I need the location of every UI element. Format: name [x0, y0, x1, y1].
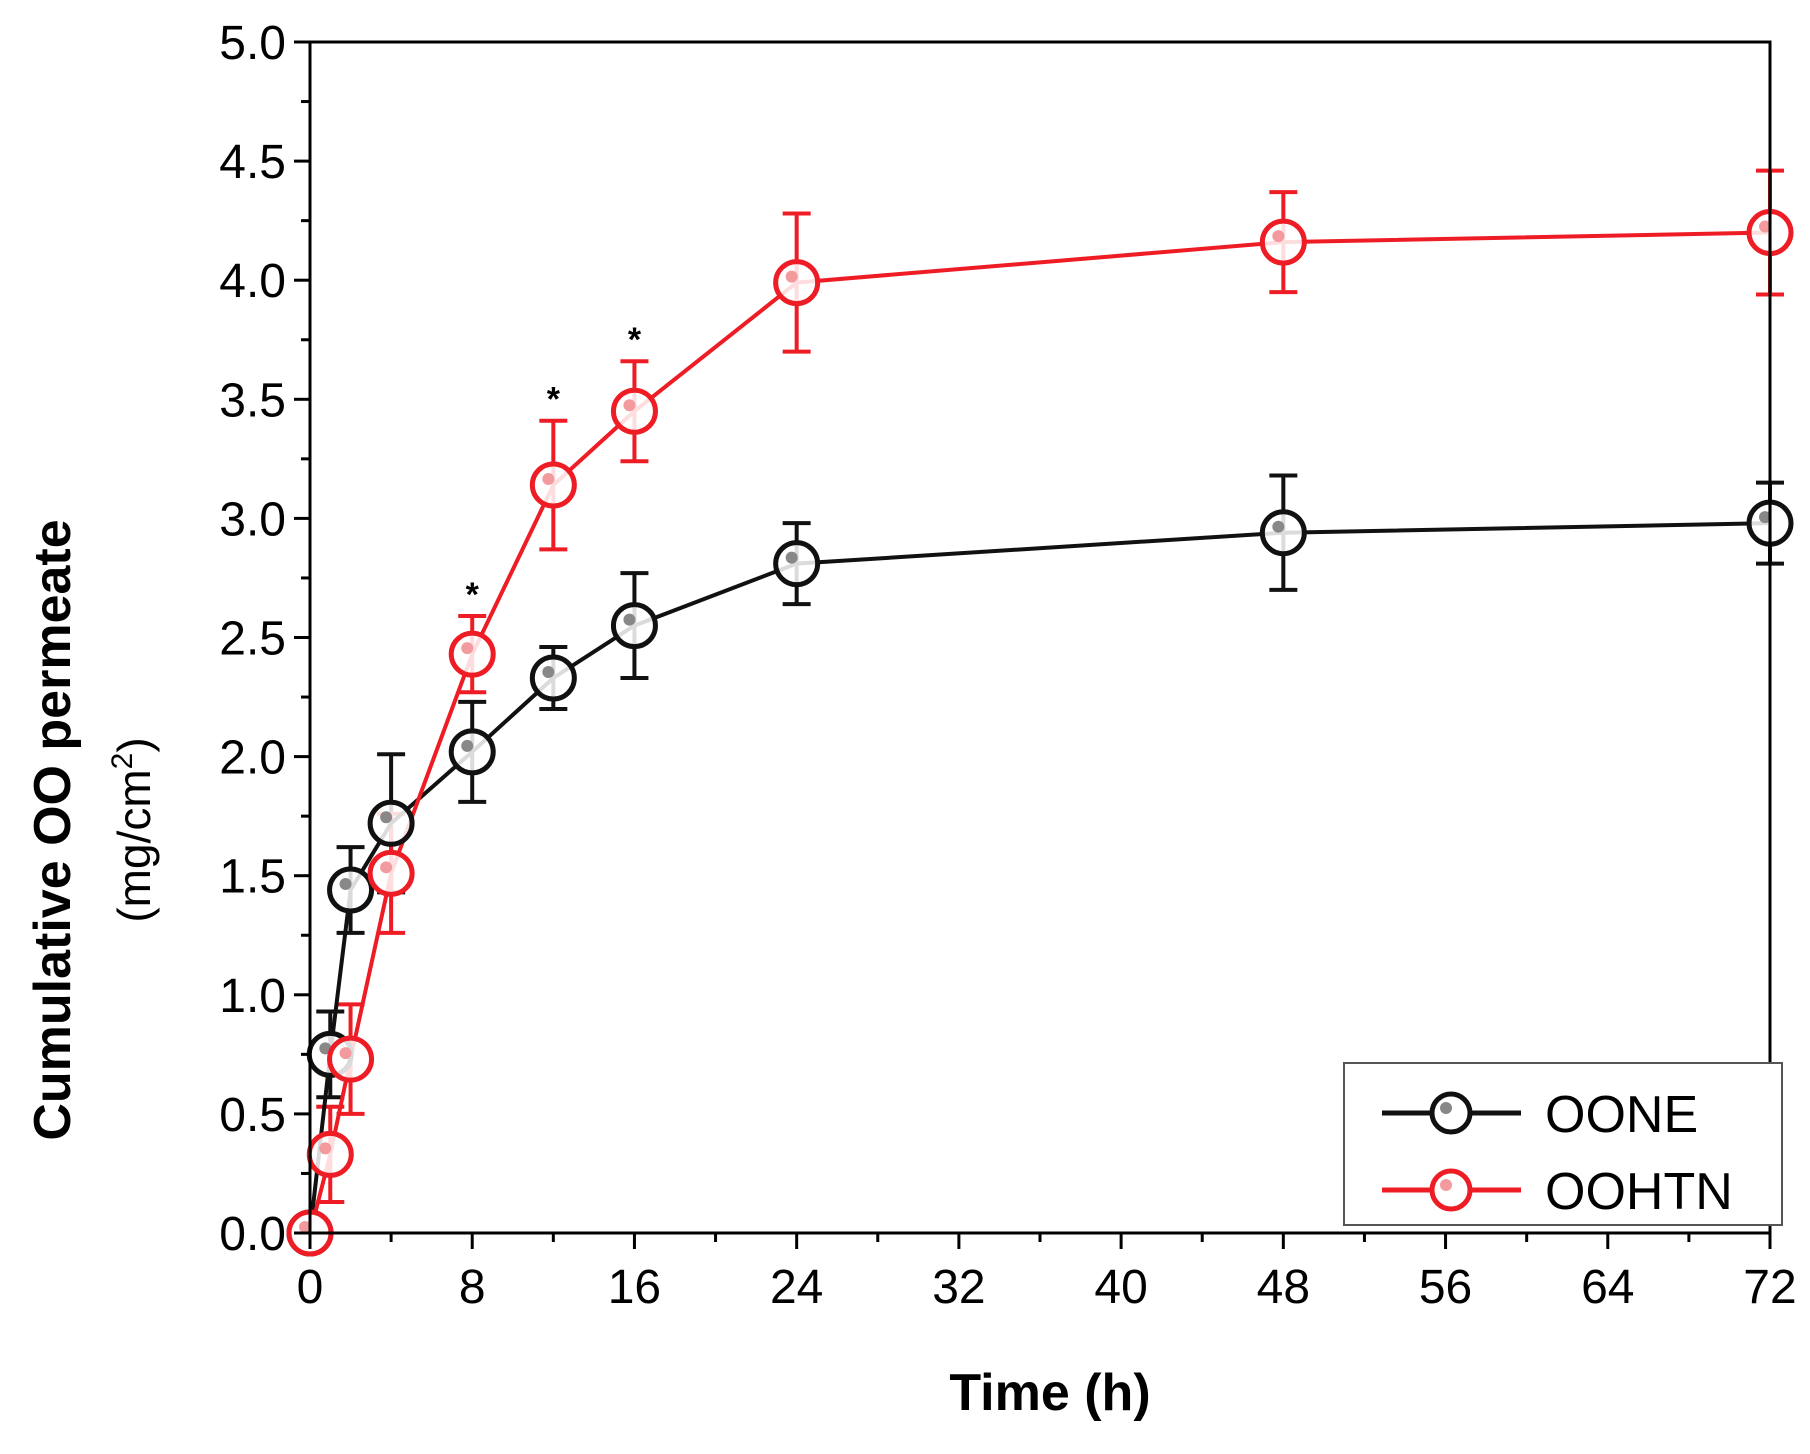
legend-label-oohtn: OOHTN [1545, 1163, 1733, 1221]
data-point-highlight-oone [1272, 520, 1285, 533]
x-tick-label: 64 [1581, 1261, 1634, 1314]
data-point-highlight-oone [785, 551, 798, 564]
data-point-highlight-oohtn [1759, 220, 1771, 233]
data-point-highlight-oohtn [299, 1221, 311, 1233]
data-point-oone [529, 654, 577, 702]
x-tick-label: 48 [1257, 1261, 1310, 1314]
significance-markers: * * * [466, 321, 642, 614]
data-point-oohtn [448, 630, 496, 678]
data-point-oone [367, 799, 415, 847]
y-axis-unit: (mg/cm2) [106, 737, 160, 922]
y-tick-label: 0.5 [219, 1089, 286, 1142]
data-point-highlight-oohtn [542, 473, 555, 486]
y-tick-label: 1.0 [219, 970, 286, 1023]
data-point-oone [610, 602, 658, 650]
y-tick-label: 1.5 [219, 851, 286, 904]
x-tick-label: 8 [459, 1261, 486, 1314]
y-axis-unit-prefix: (mg/cm [108, 769, 160, 922]
x-tick-label: 40 [1094, 1261, 1147, 1314]
legend-marker-oohtn [1429, 1168, 1473, 1212]
series-line-oone [308, 521, 1771, 1234]
significance-star: * [628, 321, 642, 359]
data-point-highlight-oohtn [319, 1142, 332, 1155]
series-line-oohtn [308, 230, 1771, 1234]
legend-label-oone: OONE [1545, 1086, 1698, 1144]
y-tick-label: 2.5 [219, 613, 286, 666]
x-tick-label: 16 [608, 1261, 661, 1314]
x-tick-label: 32 [932, 1261, 985, 1314]
x-tick-label: 56 [1419, 1261, 1472, 1314]
legend-marker-oone-dot [1440, 1102, 1452, 1114]
data-point-highlight-oone [1759, 511, 1771, 524]
data-point-highlight-oohtn [339, 1047, 352, 1060]
plot-frame-group [308, 40, 1772, 1235]
legend-box [1343, 1062, 1783, 1226]
y-axis-unit-suffix: ) [108, 737, 160, 752]
legend: OONE OOHTN [1343, 1062, 1783, 1226]
data-point-highlight-oone [461, 739, 474, 752]
y-tick-label: 5.0 [219, 17, 286, 70]
x-axis: 0 8 16 24 32 40 48 56 64 72 [297, 1233, 1797, 1314]
data-point-oohtn [1259, 218, 1307, 266]
markers-layer [286, 209, 1794, 1257]
x-axis-title: Time (h) [949, 1364, 1150, 1422]
data-point-oohtn [529, 461, 577, 509]
data-point-oone [773, 540, 821, 588]
y-axis-title: Cumulative OO permeate [24, 519, 82, 1140]
data-point-highlight-oohtn [1272, 230, 1285, 243]
legend-marker-oone [1429, 1091, 1473, 1135]
data-point-highlight-oohtn [461, 642, 474, 655]
data-point-oohtn [367, 849, 415, 897]
data-point-oohtn [773, 259, 821, 307]
significance-star: * [547, 381, 561, 419]
x-tick-label: 24 [770, 1261, 823, 1314]
y-tick-label: 4.5 [219, 136, 286, 189]
y-tick-label: 0.0 [219, 1208, 286, 1261]
data-point-highlight-oone [339, 877, 352, 890]
plot-frame [308, 40, 1772, 1235]
lines-layer [308, 230, 1771, 1234]
data-point-highlight-oohtn [380, 861, 393, 874]
data-point-highlight-oone [623, 613, 636, 626]
y-axis: 0.0 0.5 1.0 1.5 2.0 2.5 3.0 3.5 4.0 4.5 5.0 [219, 17, 310, 1261]
y-tick-label: 3.5 [219, 374, 286, 427]
data-point-highlight-oone [319, 1042, 332, 1055]
data-point-oone [1259, 509, 1307, 557]
y-tick-label: 2.0 [219, 732, 286, 785]
data-point-oone [448, 728, 496, 776]
data-point-oohtn [327, 1035, 375, 1083]
x-tick-label: 72 [1743, 1261, 1796, 1314]
y-axis-unit-sup: 2 [106, 753, 139, 770]
x-tick-label: 0 [297, 1261, 324, 1314]
legend-marker-oohtn-dot [1440, 1179, 1452, 1191]
y-tick-label: 3.0 [219, 493, 286, 546]
data-point-highlight-oone [542, 665, 555, 678]
data-point-oohtn [610, 387, 658, 435]
significance-star: * [466, 576, 480, 614]
data-point-highlight-oohtn [785, 270, 798, 283]
y-tick-label: 4.0 [219, 255, 286, 308]
data-point-highlight-oohtn [623, 399, 636, 412]
data-point-oone [327, 866, 375, 914]
data-point-oohtn [306, 1130, 354, 1178]
data-point-highlight-oone [380, 811, 393, 824]
